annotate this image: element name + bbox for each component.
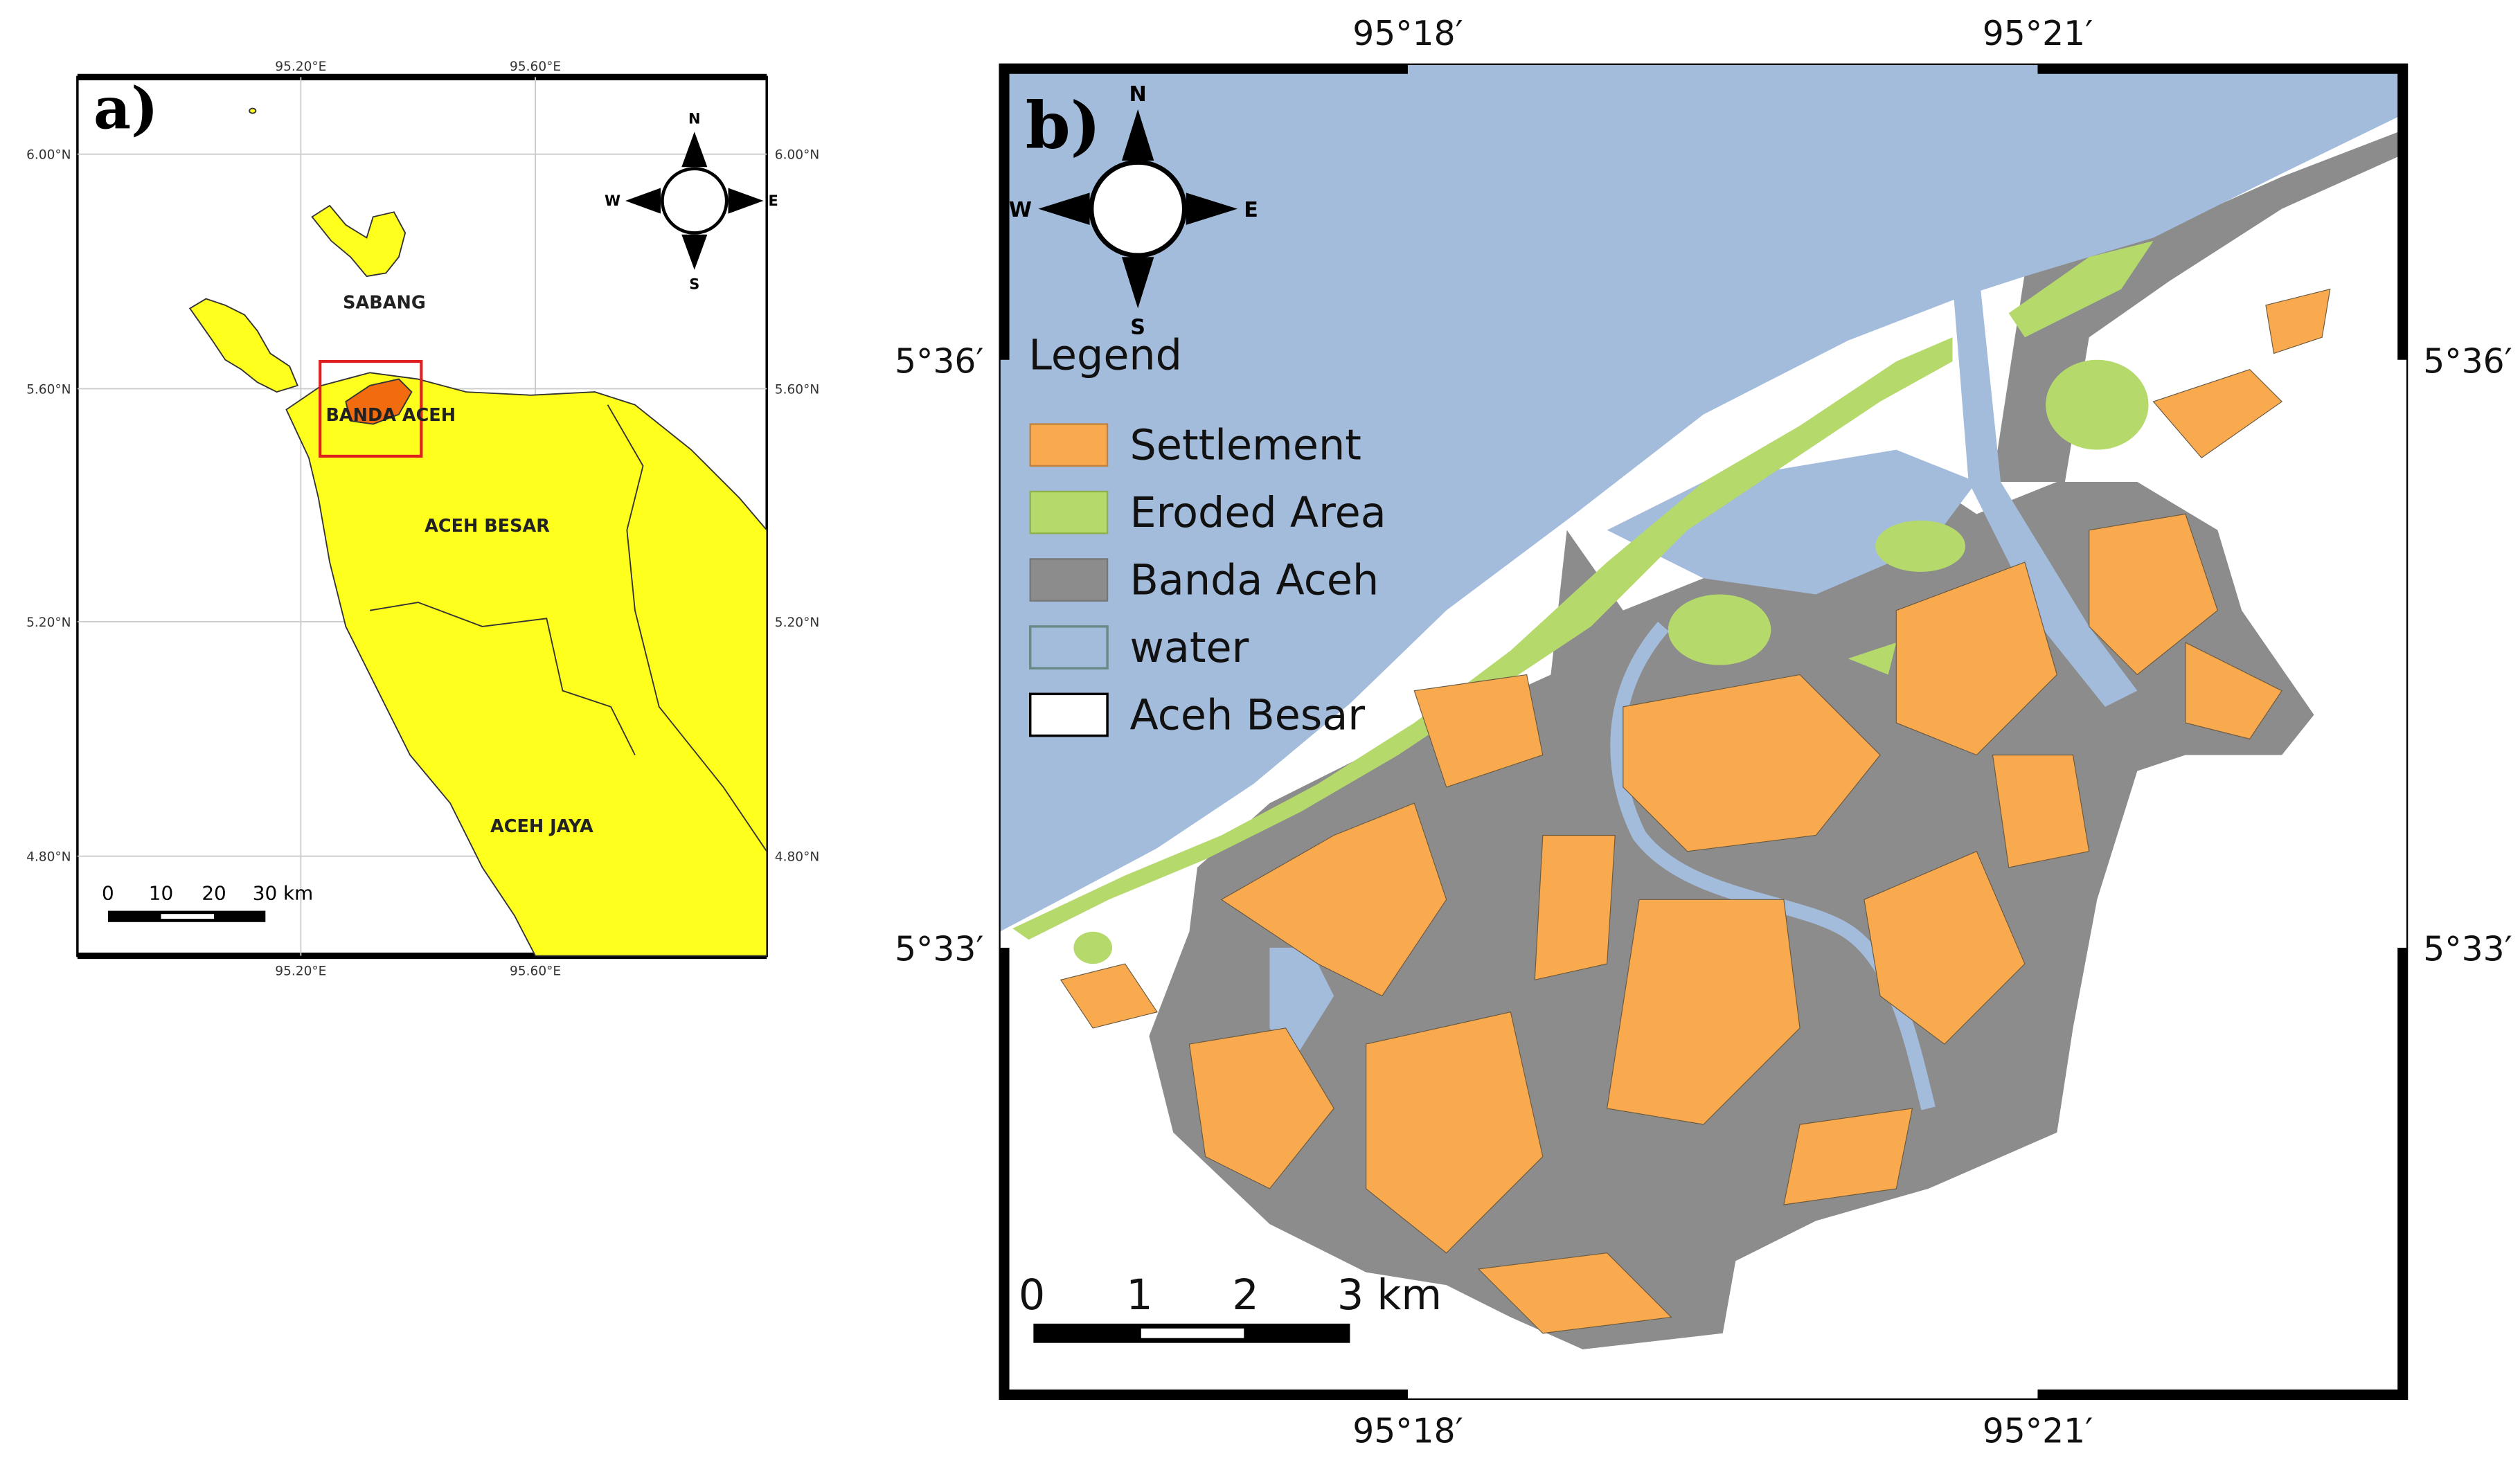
panel-label: a) (93, 75, 159, 143)
lat-label: 6.00°N (26, 148, 71, 163)
lat-label: 5°36′ (895, 342, 983, 381)
scale-bar: 0 10 20 30 km (102, 881, 313, 922)
panel-a: a) 95.20°E 95.60°E 95.20°E 95.60°E 6.00°… (26, 60, 819, 978)
compass-label: N (688, 111, 700, 127)
lon-label: 95°21′ (1983, 15, 2093, 53)
scale-label: 30 km (253, 881, 313, 904)
lon-label: 95.20°E (275, 60, 326, 74)
lat-label: 5°33′ (895, 930, 983, 969)
legend-label: Eroded Area (1130, 489, 1386, 537)
lon-label: 95.20°E (275, 964, 326, 978)
lon-label: 95°18′ (1352, 1412, 1463, 1451)
compass: N E S W (1009, 82, 1258, 339)
legend-label: Banda Aceh (1130, 556, 1379, 604)
district-boundary (369, 404, 767, 852)
lat-label: 5°33′ (2423, 930, 2512, 969)
legend-label: Settlement (1130, 422, 1361, 470)
sea (999, 64, 2408, 932)
settlement-area (1060, 288, 2331, 1334)
inset-box (319, 359, 423, 458)
scale-label: 20 (202, 881, 226, 904)
frame-bars (999, 64, 2408, 1399)
scale-label: 1 (1126, 1271, 1152, 1320)
legend: Legend Settlement Eroded Area Banda Aceh… (1028, 332, 1386, 740)
legend-label: Aceh Besar (1130, 691, 1366, 739)
lon-label: 95.60°E (510, 964, 561, 978)
lat-label: 4.80°N (775, 850, 819, 865)
lat-label: 5.20°N (26, 615, 71, 630)
compass-label: S (1130, 316, 1145, 340)
banda-aceh (345, 378, 413, 425)
lat-label: 5.60°N (26, 382, 71, 397)
legend-title: Legend (1028, 332, 1182, 380)
place-label: ACEH BESAR (425, 516, 550, 537)
compass-label: S (689, 276, 699, 293)
lat-label: 5°36′ (2423, 342, 2512, 381)
eroded-area (1012, 241, 2154, 964)
lon-label: 95°18′ (1352, 15, 1463, 53)
lon-label: 95.60°E (510, 60, 561, 74)
scale-label: 10 (149, 881, 173, 904)
lat-label: 5.20°N (775, 615, 819, 630)
scale-label: 0 (102, 881, 114, 904)
lon-label: 95°21′ (1983, 1412, 2093, 1451)
scale-bar: 0 1 2 3 km (1019, 1271, 1442, 1343)
lat-label: 4.80°N (26, 850, 71, 865)
lat-label: 6.00°N (775, 148, 819, 163)
compass-label: N (1129, 82, 1147, 107)
compass-label: E (769, 192, 778, 209)
map-body (999, 64, 2408, 1399)
compass: N E S W (605, 111, 778, 293)
map-frame (999, 63, 2409, 1401)
panel-b: b) 95°18′ 95°21′ 95°18′ 95°21′ 5°36′ 5°3… (895, 15, 2512, 1451)
compass-label: E (1244, 198, 1258, 222)
scale-label: 2 (1232, 1271, 1258, 1320)
place-label: SABANG (343, 292, 426, 313)
river-mouth (1952, 281, 2138, 707)
place-label: ACEH JAYA (490, 816, 593, 837)
lat-label: 5.60°N (775, 382, 819, 397)
place-label: BANDA ACEH (325, 405, 456, 426)
land (188, 107, 768, 957)
legend-label: water (1130, 624, 1249, 672)
scale-label: 3 km (1337, 1271, 1442, 1320)
scale-label: 0 (1019, 1271, 1045, 1320)
panel-label: b) (1026, 87, 1101, 163)
compass-label: W (1009, 198, 1032, 222)
compass-label: W (605, 192, 620, 209)
